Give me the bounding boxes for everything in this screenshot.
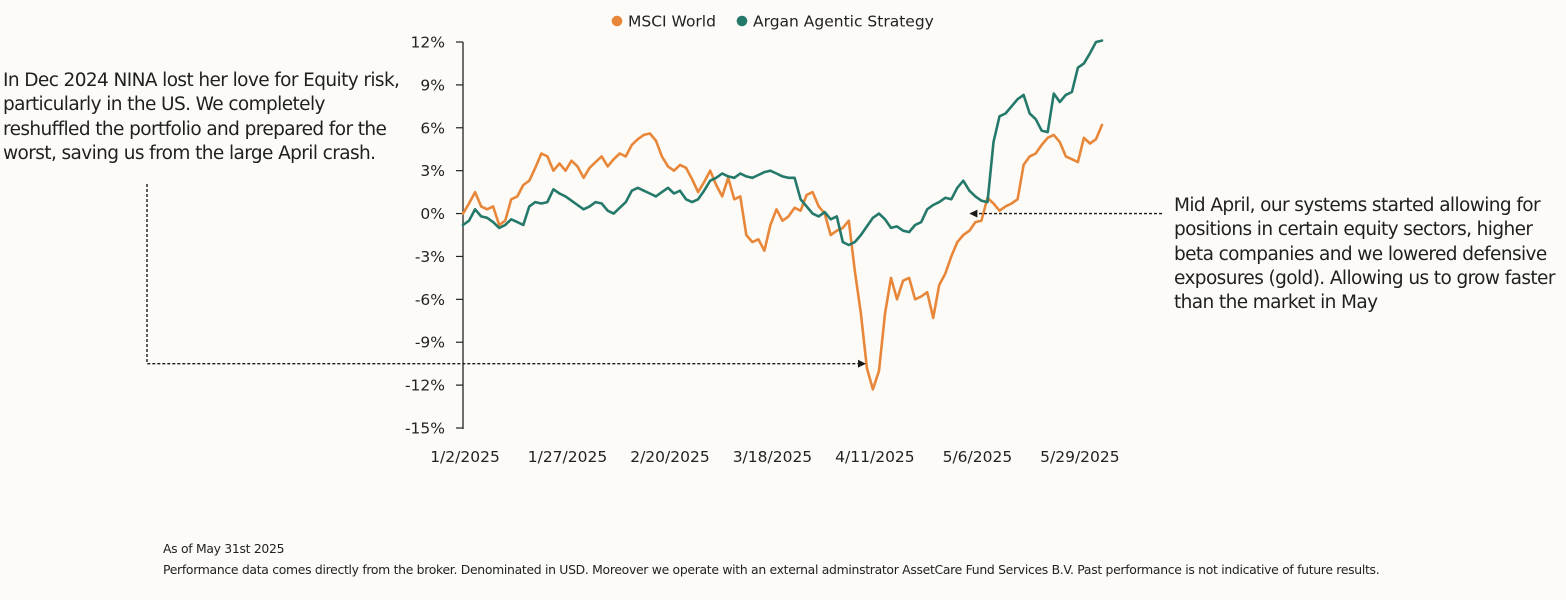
series-line-msci-world <box>461 123 1104 391</box>
x-axis: 1/2/2025 1/27/2025 2/20/2025 3/18/2025 4/11/… <box>430 448 1119 466</box>
y-tick-label: 9% <box>420 76 445 94</box>
x-tick-label: 2/20/2025 <box>630 448 709 466</box>
chart-legend: MSCI World Argan Agentic Strategy <box>611 13 934 31</box>
annotation-arrow-dec-2024 <box>146 184 866 368</box>
y-tick-label: 3% <box>420 162 445 180</box>
legend-marker <box>736 15 748 27</box>
y-tick-label: -12% <box>405 377 445 395</box>
series-line-argan-agentic-strategy <box>461 39 1104 247</box>
y-tick-label: 6% <box>420 119 445 137</box>
legend-label: Argan Agentic Strategy <box>753 13 934 31</box>
x-tick-label: 4/11/2025 <box>835 448 914 466</box>
y-tick-label: -15% <box>405 420 445 438</box>
y-tick-label: -3% <box>415 248 445 266</box>
annotation-mid-april: Mid April, our systems started allowing … <box>1174 195 1555 314</box>
x-tick-label: 5/6/2025 <box>943 448 1013 466</box>
y-tick-label: 0% <box>420 205 445 223</box>
annotation-arrows <box>146 184 1162 368</box>
legend-marker <box>611 15 623 27</box>
legend-label: MSCI World <box>628 13 716 31</box>
series-layer <box>461 39 1104 391</box>
y-tick-label: -9% <box>415 334 445 352</box>
x-tick-label: 3/18/2025 <box>733 448 812 466</box>
annotation-dec-2024: In Dec 2024 NINA lost her love for Equit… <box>3 70 400 164</box>
y-tick-label: 12% <box>411 34 445 52</box>
y-tick-label: -6% <box>415 291 445 309</box>
footer-as-of: As of May 31st 2025 <box>163 541 285 556</box>
x-tick-label: 1/27/2025 <box>528 448 607 466</box>
x-tick-label: 5/29/2025 <box>1040 448 1119 466</box>
x-tick-label: 1/2/2025 <box>430 448 500 466</box>
y-axis: 12% 9% 6% 3% 0% -3% -6% -9% -12% -15% <box>405 34 464 438</box>
footer-disclaimer: Performance data comes directly from the… <box>163 562 1380 577</box>
